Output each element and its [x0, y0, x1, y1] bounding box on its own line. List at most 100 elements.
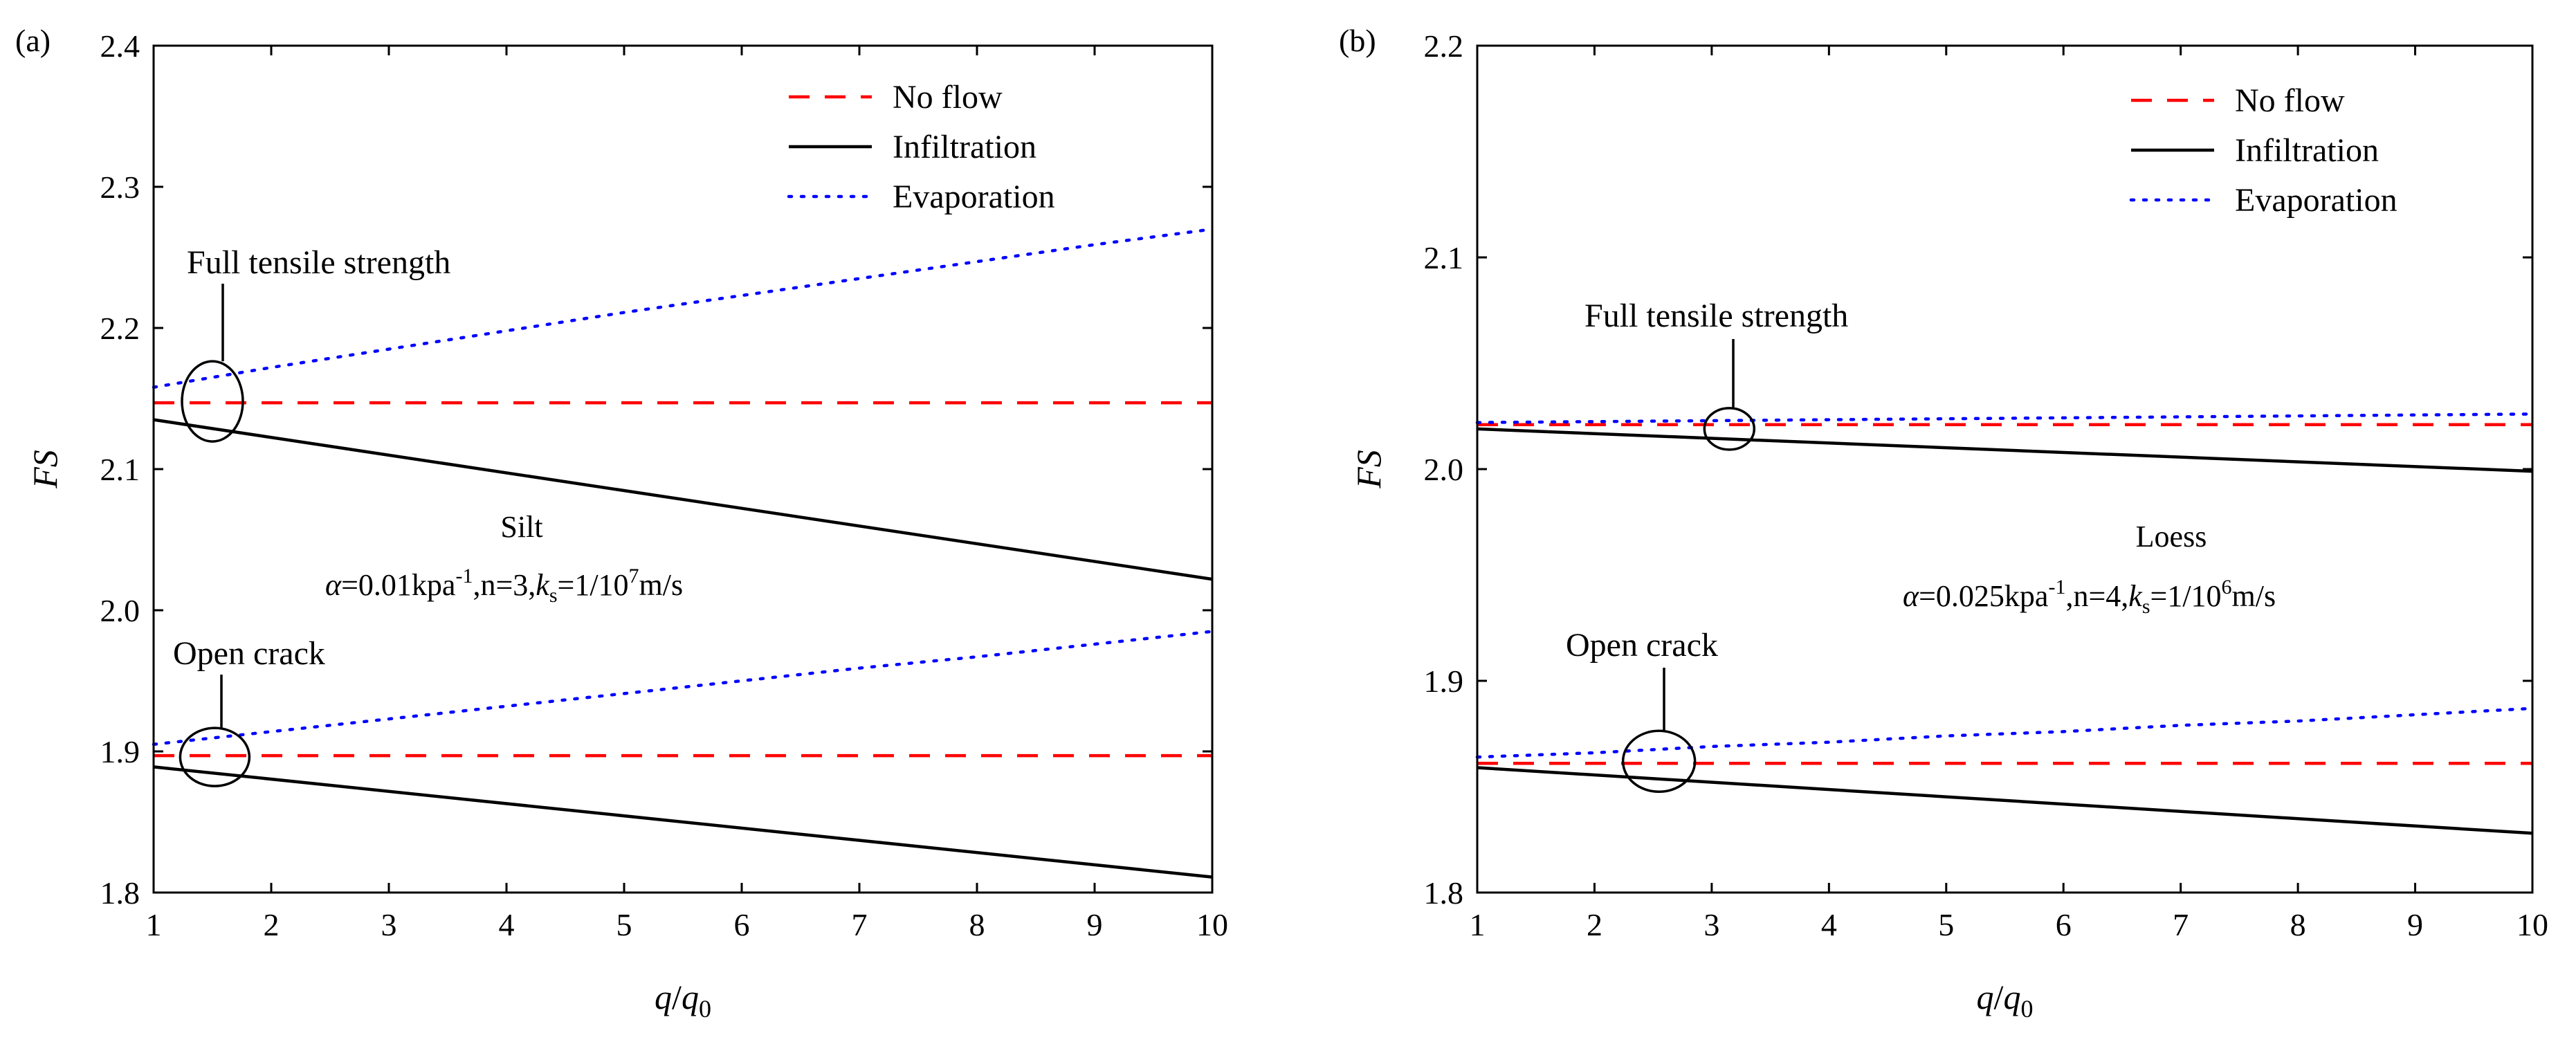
x-axis-label-part: q	[2003, 978, 2020, 1016]
x-axis-label-part: q	[1977, 978, 1994, 1016]
x-tick-label: 6	[2056, 907, 2072, 942]
note-superscript: 7	[629, 565, 639, 587]
y-axis-label: FS	[1349, 450, 1388, 489]
note-material: Loess	[2136, 520, 2207, 554]
x-tick-label: 6	[734, 907, 750, 942]
y-tick-label: 1.9	[1424, 664, 1464, 699]
note-part: m/s	[2232, 579, 2276, 613]
series-evaporation-open-crack	[1475, 706, 2534, 759]
x-tick-label: 1	[1470, 907, 1486, 942]
x-tick-label: 4	[499, 907, 515, 942]
series-evaporation-full-tensile-strength	[152, 227, 1214, 389]
x-axis-label-part: q	[682, 978, 699, 1016]
note-part: =4,	[2088, 579, 2128, 613]
annotation-label: Full tensile strength	[187, 244, 450, 281]
series-evaporation-full-tensile-strength	[1475, 412, 2534, 424]
x-tick-label: 5	[616, 907, 632, 942]
y-tick-label: 2.1	[100, 452, 140, 487]
y-tick-label: 1.9	[100, 734, 140, 769]
note-part: =1/10	[558, 568, 629, 602]
y-tick-label: 1.8	[100, 875, 140, 911]
x-axis-label-part: /	[1994, 978, 2004, 1016]
x-tick-label: 7	[2173, 907, 2189, 942]
annotation-ellipse	[179, 726, 251, 787]
x-tick-label: 8	[969, 907, 985, 942]
x-tick-label: 3	[1703, 907, 1719, 942]
y-tick-label: 2.4	[100, 28, 140, 64]
note-part: =0.01kpa	[341, 568, 455, 602]
note-part: =1/10	[2150, 579, 2222, 613]
note-part: =0.025kpa	[1919, 579, 2048, 613]
y-tick-label: 2.2	[1424, 28, 1464, 64]
x-axis-label: q/q0	[655, 978, 711, 1023]
series-infiltration-open-crack	[1477, 766, 2533, 835]
annotation-ellipse	[181, 360, 244, 443]
x-tick-label: 10	[2516, 907, 2548, 942]
note-part: α	[1903, 579, 1919, 613]
y-tick-label: 2.0	[1424, 452, 1464, 487]
legend-label-infiltration: Infiltration	[893, 129, 1036, 165]
x-tick-label: 1	[146, 907, 162, 942]
series-group	[1475, 412, 2534, 835]
x-tick-label: 3	[381, 907, 397, 942]
x-tick-label: 5	[1938, 907, 1954, 942]
y-tick-label: 2.3	[100, 170, 140, 205]
note-superscript: -1	[455, 565, 473, 587]
y-tick-label: 2.2	[100, 311, 140, 346]
x-axis-label: q/q0	[1977, 978, 2034, 1023]
legend-label-evaporation: Evaporation	[893, 179, 1055, 215]
note-part: n	[2073, 579, 2088, 613]
x-axis-label-subscript: 0	[2020, 995, 2033, 1023]
note-part: =3,	[495, 568, 536, 602]
annotation-label: Open crack	[1566, 627, 1718, 664]
series-infiltration-full-tensile-strength	[1477, 427, 2533, 473]
note-superscript: 6	[2222, 576, 2232, 598]
x-tick-label: 10	[1196, 907, 1228, 942]
x-axis-label-part: q	[655, 978, 672, 1016]
y-tick-label: 2.1	[1424, 240, 1464, 275]
y-axis-label: FS	[26, 450, 64, 489]
y-tick-label: 1.8	[1424, 875, 1464, 911]
x-tick-label: 4	[1821, 907, 1837, 942]
note-part: k	[536, 568, 550, 602]
panel-label: (b)	[1339, 23, 1376, 58]
annotation-ellipse	[1621, 729, 1697, 794]
note-part: m/s	[639, 568, 684, 602]
plot-frame	[1476, 44, 2534, 894]
note-superscript: -1	[2048, 576, 2065, 598]
x-tick-label: 8	[2290, 907, 2306, 942]
legend-label-no-flow: No flow	[893, 79, 1003, 116]
note-part: ,	[2065, 579, 2073, 613]
x-tick-label: 9	[1087, 907, 1103, 942]
series-group	[152, 227, 1214, 879]
annotation-label: Full tensile strength	[1584, 298, 1848, 334]
x-tick-label: 2	[1587, 907, 1602, 942]
series-evaporation-open-crack	[152, 630, 1214, 747]
note-subscript: s	[549, 584, 558, 607]
x-tick-label: 2	[264, 907, 280, 942]
x-axis-label-subscript: 0	[699, 995, 711, 1023]
x-tick-label: 7	[852, 907, 868, 942]
legend-label-no-flow: No flow	[2235, 82, 2345, 119]
chart-panel-a: 1 2 3 4 5 6 7 8 9 10 1.8 1.9 2.0 2.1 2.2 2.3 2.4 (a) q/q0 F…	[15, 23, 1228, 1023]
legend-label-evaporation: Evaporation	[2235, 182, 2397, 219]
legend-label-infiltration: Infiltration	[2235, 132, 2379, 169]
x-axis-label-part: /	[672, 978, 682, 1016]
note-part: α	[325, 568, 342, 602]
chart-panel-b: 1 2 3 4 5 6 7 8 9 10 1.8 1.9 2.0 2.1 2.2 (b) q/q0 FS No fl…	[1339, 23, 2548, 1023]
note-params: α=0.025kpa-1,n=4,ks=1/106m/s	[1903, 576, 2276, 618]
x-tick-label: 9	[2407, 907, 2423, 942]
annotation-ellipse	[1703, 407, 1756, 451]
legend: No flow Infiltration Evaporation	[787, 79, 1055, 215]
series-infiltration-full-tensile-strength	[153, 418, 1213, 581]
note-part: ,	[473, 568, 480, 602]
annotation-label: Open crack	[173, 635, 325, 672]
plot-frame	[152, 44, 1214, 894]
panel-label: (a)	[15, 23, 51, 58]
note-part: k	[2128, 579, 2143, 613]
series-infiltration-open-crack	[153, 765, 1213, 879]
y-tick-label: 2.0	[100, 593, 140, 628]
note-params: α=0.01kpa-1,n=3,ks=1/107m/s	[325, 565, 683, 607]
legend: No flow Infiltration Evaporation	[2129, 82, 2397, 219]
